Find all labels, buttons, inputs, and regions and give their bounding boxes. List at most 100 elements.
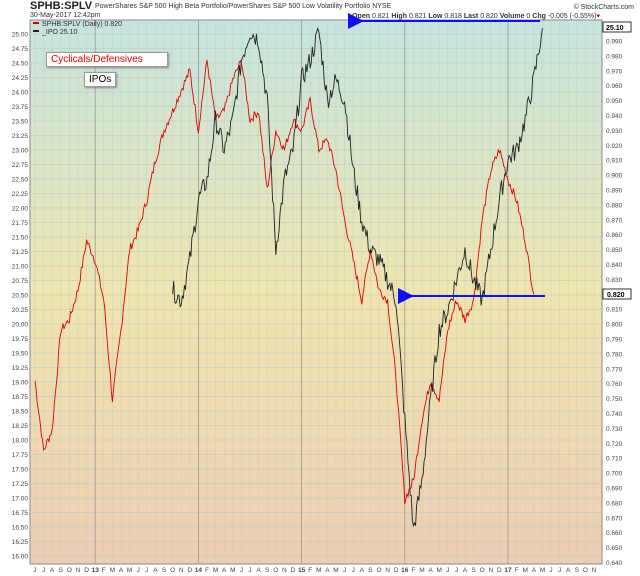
- right-tick-label: 0.930: [606, 128, 623, 135]
- chg-label: Chg: [532, 13, 546, 20]
- x-tick-label: S: [162, 567, 167, 574]
- left-tick-label: 18.00: [12, 438, 29, 445]
- left-tick-label: 23.75: [12, 104, 29, 111]
- x-tick-label: A: [532, 567, 537, 574]
- right-tick-label: 0.960: [606, 83, 623, 90]
- x-tick-label: M: [333, 567, 338, 574]
- left-tick-label: 17.00: [12, 496, 29, 503]
- x-tick-label: F: [102, 567, 106, 574]
- plot-area: [29, 19, 603, 565]
- x-tick-label: F: [205, 567, 209, 574]
- last-value-right: 0.820: [607, 292, 625, 299]
- last-value-left: 25.10: [606, 25, 624, 32]
- x-tick-label: D: [291, 567, 296, 574]
- left-tick-label: 20.25: [12, 307, 29, 314]
- x-tick-label: A: [566, 567, 571, 574]
- x-tick-label: F: [308, 567, 312, 574]
- x-tick-label: A: [325, 567, 330, 574]
- left-tick-label: 21.00: [12, 264, 29, 271]
- x-tick-label: S: [59, 567, 64, 574]
- right-tick-label: 0.830: [606, 277, 623, 284]
- left-tick-label: 21.50: [12, 235, 29, 242]
- volume-value: 0: [526, 13, 531, 20]
- x-tick-label: J: [145, 567, 148, 574]
- last-label: Last: [463, 13, 479, 20]
- left-tick-label: 18.50: [12, 409, 29, 416]
- x-tick-label: M: [127, 567, 132, 574]
- left-tick-label: 22.00: [12, 206, 29, 213]
- annotation-ipos: IPOs: [84, 72, 117, 87]
- x-tick-label: A: [428, 567, 433, 574]
- right-tick-label: 0.900: [606, 173, 623, 180]
- left-tick-label: 16.00: [12, 554, 29, 561]
- x-tick-label: 14: [195, 567, 203, 574]
- left-tick-label: 25.00: [12, 32, 29, 39]
- left-tick-label: 20.75: [12, 278, 29, 285]
- legend-entry: SPHB:SPLV (Daily) 0.820: [42, 21, 122, 28]
- right-tick-label: 0.840: [606, 262, 623, 269]
- x-tick-label: J: [558, 567, 561, 574]
- left-tick-label: 23.00: [12, 148, 29, 155]
- x-tick-label: J: [137, 567, 140, 574]
- right-tick-label: 0.650: [606, 545, 623, 552]
- right-tick-label: 0.910: [606, 158, 623, 165]
- x-tick-label: N: [282, 567, 287, 574]
- x-tick-label: 16: [401, 567, 409, 574]
- left-tick-label: 22.75: [12, 162, 29, 169]
- left-tick-label: 24.00: [12, 90, 29, 97]
- right-tick-label: 0.860: [606, 232, 623, 239]
- right-tick-label: 0.980: [606, 53, 623, 60]
- legend-entry: _IPO 25.10: [41, 29, 78, 36]
- left-tick-label: 22.25: [12, 191, 29, 198]
- x-tick-label: M: [540, 567, 545, 574]
- low-value: 0.818: [444, 13, 462, 20]
- x-tick-label: J: [240, 567, 243, 574]
- left-tick-label: 23.50: [12, 119, 29, 126]
- x-tick-label: M: [213, 567, 218, 574]
- down-arrow-icon: ▾: [596, 13, 600, 20]
- description: PowerShares S&P 500 High Beta Portfolio/…: [95, 3, 371, 10]
- right-tick-label: 0.700: [606, 471, 623, 478]
- left-tick-label: 16.75: [12, 510, 29, 517]
- chart-description: PowerShares S&P 500 High Beta Portfolio/…: [95, 3, 391, 10]
- right-tick-label: 0.870: [606, 217, 623, 224]
- right-tick-label: 0.770: [606, 366, 623, 373]
- chg-value: -0.005 (-0.55%): [547, 13, 597, 20]
- chart-date: 30-May-2017 12:42pm: [30, 12, 101, 19]
- right-tick-label: 0.810: [606, 307, 623, 314]
- x-tick-label: J: [455, 567, 458, 574]
- x-tick-label: J: [343, 567, 346, 574]
- left-tick-label: 24.50: [12, 61, 29, 68]
- x-tick-label: A: [119, 567, 124, 574]
- left-tick-label: 22.50: [12, 177, 29, 184]
- x-tick-label: F: [515, 567, 519, 574]
- x-tick-label: O: [480, 567, 485, 574]
- x-tick-label: M: [110, 567, 115, 574]
- x-tick-label: 13: [92, 567, 100, 574]
- exchange: NYSE: [372, 3, 392, 10]
- x-tick-label: M: [419, 567, 424, 574]
- left-tick-label: 19.50: [12, 351, 29, 358]
- right-tick-label: 0.670: [606, 515, 623, 522]
- annotation-cyclicals-defensives: Cyclicals/Defensives: [46, 52, 168, 67]
- right-tick-label: 0.640: [606, 560, 623, 567]
- x-tick-label: M: [436, 567, 441, 574]
- series-line-ipo: [172, 27, 543, 528]
- low-label: Low: [428, 13, 443, 20]
- x-tick-label: N: [592, 567, 597, 574]
- legend: SPHB:SPLV (Daily) 0.820 _IPO 25.10: [33, 21, 122, 36]
- x-tick-label: S: [471, 567, 476, 574]
- right-tick-label: 0.660: [606, 530, 623, 537]
- right-tick-label: 0.880: [606, 202, 623, 209]
- x-tick-label: D: [394, 567, 399, 574]
- x-tick-label: M: [230, 567, 235, 574]
- series-line-sphbsplv: [34, 59, 535, 505]
- x-tick-label: O: [583, 567, 588, 574]
- x-tick-label: N: [385, 567, 390, 574]
- left-tick-label: 19.75: [12, 336, 29, 343]
- x-tick-label: J: [33, 567, 36, 574]
- x-tick-label: O: [170, 567, 175, 574]
- left-tick-label: 19.00: [12, 380, 29, 387]
- x-tick-label: A: [360, 567, 365, 574]
- high-value: 0.821: [408, 13, 427, 20]
